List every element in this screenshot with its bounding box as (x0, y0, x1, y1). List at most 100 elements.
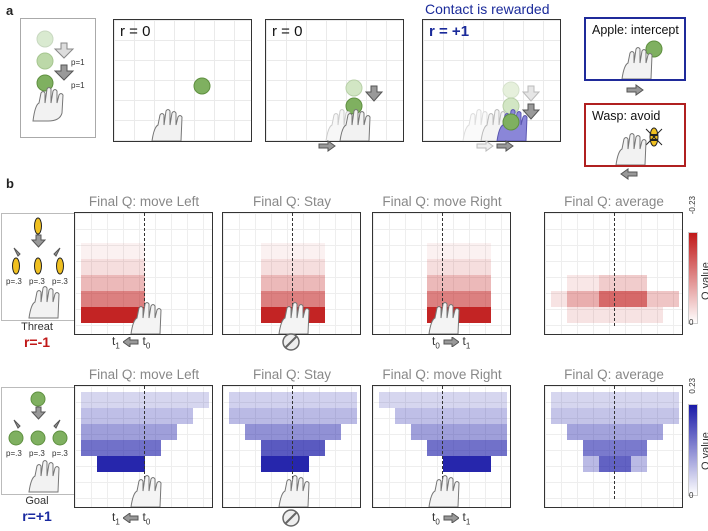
panel-b-label: b (6, 176, 14, 191)
hand-icon (130, 302, 162, 334)
center-dashed-line (292, 213, 293, 326)
goal-cbar-label: Q value (700, 432, 708, 470)
threat-colorbar (688, 232, 698, 324)
goal-heatmap-cell (81, 440, 161, 456)
wasp-icon (645, 127, 663, 147)
hand-icon (130, 475, 162, 507)
goal-p-1: p=.3 (6, 449, 22, 458)
wasp-context-title: Wasp: avoid (592, 109, 661, 123)
goal-heatmap-cell (379, 392, 507, 408)
goal-label: Goal (25, 495, 49, 507)
apple-icon (8, 391, 68, 446)
hand-icon (621, 47, 653, 79)
threat-heatmap-cell (599, 291, 647, 307)
threat-heatmap-cell (81, 243, 145, 259)
down-arrow-icon (30, 406, 47, 420)
threat-heatmap-cell (81, 307, 145, 323)
threat-heatmap-cell (599, 275, 647, 291)
center-dashed-line (144, 213, 145, 326)
left-arrow-icon (122, 511, 139, 524)
legend-p-bottom: p=1 (71, 81, 85, 90)
no-move-icon (282, 509, 300, 527)
down-right-arrow-icon (53, 419, 61, 429)
threat-icon-box: p=.3 p=.3 p=.3 (1, 213, 76, 321)
apple-context-box: Apple: intercept (584, 17, 686, 81)
threat-heatmap-cell (427, 275, 491, 291)
goal-right-time: t0 t1 (432, 510, 471, 527)
frame-1: r = 0 (113, 19, 252, 142)
threat-heatmap-cell (81, 259, 145, 275)
goal-heatmap-3 (544, 385, 683, 508)
legend-box: p=1 p=1 (20, 18, 96, 138)
frame-3: r = +1 (422, 19, 561, 142)
col-title-stay: Final Q: Stay (252, 194, 332, 209)
threat-heatmap-2 (372, 212, 511, 335)
goal-heatmap-cell (567, 424, 663, 440)
col-title-stay-2: Final Q: Stay (252, 367, 332, 382)
col-title-right-2: Final Q: move Right (382, 367, 502, 382)
hand-icon (278, 302, 310, 334)
center-dashed-line (292, 386, 293, 499)
goal-reward: r=+1 (22, 508, 52, 524)
threat-p-1: p=.3 (6, 277, 22, 286)
down-left-arrow-icon (13, 247, 21, 257)
goal-cbar-max: 0.23 (688, 378, 697, 394)
threat-cbar-label: Q value (700, 262, 708, 300)
legend-p-top: p=1 (71, 58, 85, 67)
threat-cbar-max: -0.23 (688, 196, 697, 215)
goal-heatmap-cell (81, 408, 193, 424)
frame-3-reward: r = +1 (429, 23, 470, 40)
col-title-average-2: Final Q: average (564, 367, 664, 382)
threat-heatmap-cell (567, 291, 599, 307)
no-move-icon (282, 333, 300, 351)
frame-2-reward: r = 0 (272, 23, 303, 40)
threat-heatmap-cell (567, 275, 599, 291)
right-arrow-icon (318, 140, 336, 152)
goal-heatmap-1 (222, 385, 361, 508)
right-arrow-icon (443, 335, 461, 348)
goal-heatmap-cell (97, 456, 145, 472)
wasp-context-box: Wasp: avoid (584, 103, 686, 167)
center-dashed-line (614, 386, 615, 499)
goal-left-time: t1 t0 (112, 510, 151, 527)
hand-icon (278, 475, 310, 507)
threat-heatmap-cell (647, 291, 679, 307)
threat-heatmap-cell (261, 259, 325, 275)
left-arrow-icon (122, 335, 139, 348)
goal-cbar-min: 0 (689, 491, 694, 500)
frame-1-reward: r = 0 (120, 23, 151, 40)
goal-heatmap-cell (81, 392, 209, 408)
down-right-arrow-icon (53, 247, 61, 257)
right-arrow-icon (626, 84, 644, 96)
threat-cbar-min: 0 (689, 318, 694, 327)
center-dashed-line (442, 386, 443, 499)
threat-reward: r=-1 (23, 334, 51, 350)
legend-illustration (32, 30, 75, 122)
threat-heatmap-cell (551, 291, 567, 307)
col-title-left-2: Final Q: move Left (88, 367, 200, 382)
goal-heatmap-cell (411, 424, 507, 440)
threat-heatmap-cell (261, 291, 325, 307)
hand-icon (339, 109, 371, 141)
goal-p-3: p=.3 (52, 449, 68, 458)
goal-heatmap-cell (583, 440, 647, 456)
goal-heatmap-cell (551, 408, 679, 424)
goal-colorbar (688, 404, 698, 496)
wasp-icon (12, 217, 64, 275)
center-dashed-line (442, 213, 443, 326)
goal-p-2: p=.3 (29, 449, 45, 458)
goal-heatmap-cell (395, 408, 507, 424)
hand-icon (428, 302, 460, 334)
threat-p-2: p=.3 (29, 277, 45, 286)
center-dashed-line (614, 213, 615, 326)
down-arrow-icon (364, 85, 384, 102)
goal-heatmap-cell (443, 456, 491, 472)
frame-2: r = 0 (265, 19, 404, 142)
threat-heatmap-cell (81, 275, 145, 291)
goal-heatmap-0 (74, 385, 213, 508)
goal-heatmap-cell (551, 392, 679, 408)
threat-heatmap-cell (427, 259, 491, 275)
hand-icon (615, 133, 647, 165)
threat-heatmap-cell (261, 243, 325, 259)
hand-icon (151, 109, 183, 141)
